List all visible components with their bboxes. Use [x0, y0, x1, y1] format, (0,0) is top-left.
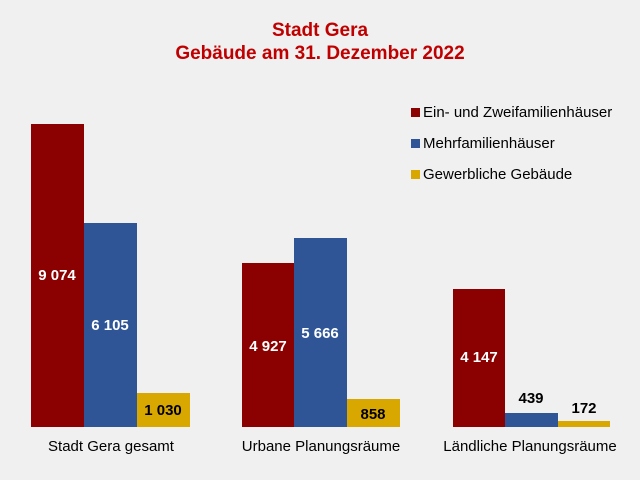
value-label: 1 030	[144, 402, 182, 419]
value-label: 858	[360, 406, 386, 423]
value-label: 4 927	[249, 338, 287, 355]
legend-swatch-red	[411, 108, 420, 117]
category-label: Ländliche Planungsräume	[443, 438, 617, 455]
legend-swatch-gold	[411, 170, 420, 179]
chart-title: Stadt Gera	[271, 20, 369, 41]
bar-laendlich-mehrfamilien	[505, 413, 558, 427]
value-label: 172	[571, 400, 597, 417]
value-label: 9 074	[38, 267, 76, 284]
value-label: 5 666	[301, 325, 339, 342]
legend: Ein- und Zweifamilienhäuser Mehrfamilien…	[411, 97, 612, 190]
bar-gesamt-gewerblich	[137, 393, 190, 427]
value-label: 439	[518, 390, 544, 407]
category-label: Urbane Planungsräume	[241, 438, 401, 455]
bar-urban-gewerblich	[347, 399, 400, 427]
legend-label: Gewerbliche Gebäude	[423, 166, 573, 183]
legend-label: Mehrfamilienhäuser	[423, 135, 555, 152]
chart-subtitle: Gebäude am 31. Dezember 2022	[175, 43, 465, 64]
bar-gesamt-mehrfamilien	[84, 223, 137, 427]
bar-urban-ein-zweifamilien	[242, 263, 294, 427]
value-label: 4 147	[460, 349, 498, 366]
category-label: Stadt Gera gesamt	[48, 438, 174, 455]
legend-swatch-blue	[411, 139, 420, 148]
bar-laendlich-ein-zweifamilien	[453, 289, 505, 427]
legend-item-ein-zweifamilienhaeuser: Ein- und Zweifamilienhäuser	[411, 97, 612, 128]
bar-laendlich-gewerblich	[558, 421, 610, 427]
legend-item-mehrfamilienhaeuser: Mehrfamilienhäuser	[411, 128, 612, 159]
legend-label: Ein- und Zweifamilienhäuser	[423, 104, 613, 121]
bar-gesamt-ein-zweifamilien	[31, 124, 84, 427]
bar-urban-mehrfamilien	[294, 238, 347, 427]
legend-item-gewerbliche-gebaeude: Gewerbliche Gebäude	[411, 159, 612, 190]
value-label: 6 105	[91, 317, 129, 334]
